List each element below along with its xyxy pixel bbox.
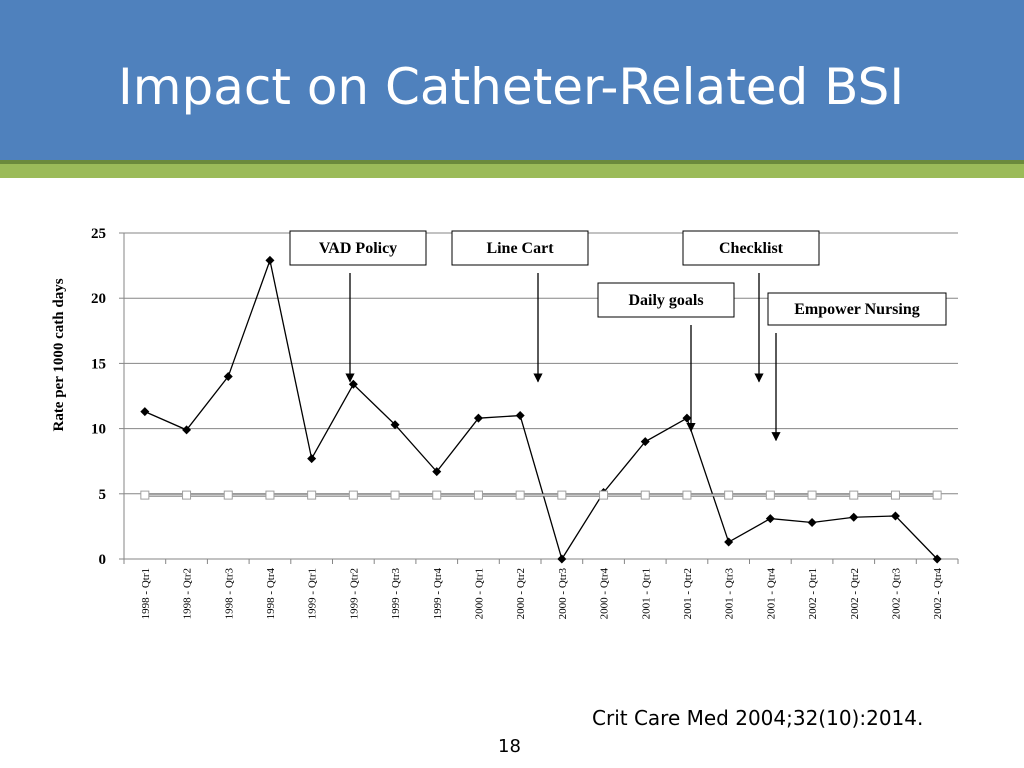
- rate-point: [515, 411, 525, 421]
- y-tick-label: 25: [91, 226, 106, 242]
- rate-series-line: [144, 258, 938, 561]
- rate-point: [765, 514, 775, 524]
- annotation-box: [451, 230, 589, 266]
- annotation-label: Daily goals: [628, 292, 703, 309]
- x-tick-label: 2000 - Qtr1: [473, 568, 485, 619]
- baseline-point: [390, 490, 400, 500]
- annotation-label: VAD Policy: [319, 240, 397, 257]
- rate-point: [265, 255, 275, 265]
- baseline-point: [223, 490, 233, 500]
- rate-point: [432, 467, 442, 477]
- y-tick-label: 20: [91, 291, 106, 307]
- rate-point: [390, 420, 400, 430]
- rate-point: [682, 413, 692, 423]
- annotation-label: Checklist: [719, 240, 784, 257]
- baseline-point: [557, 490, 567, 500]
- x-tick-label: 2002 - Qtr2: [849, 568, 861, 619]
- x-tick-label: 2001 - Qtr2: [682, 568, 694, 619]
- rate-point: [724, 537, 734, 547]
- baseline-point: [515, 490, 525, 500]
- x-tick-label: 2000 - Qtr4: [599, 568, 611, 620]
- rate-point: [640, 437, 650, 447]
- baseline-point: [724, 490, 734, 500]
- x-tick-label: 1999 - Qtr1: [307, 568, 319, 619]
- rate-point: [932, 554, 942, 564]
- annotation-box: [767, 292, 947, 326]
- baseline-point: [932, 490, 942, 500]
- accent-bar: [0, 164, 1024, 178]
- baseline-point: [432, 490, 442, 500]
- baseline-point: [807, 490, 817, 500]
- x-tick-label: 2000 - Qtr3: [557, 568, 569, 620]
- baseline-point: [682, 490, 692, 500]
- y-axis-label: Rate per 1000 cath days: [51, 278, 67, 431]
- rate-point: [849, 512, 859, 522]
- rate-point: [557, 554, 567, 564]
- citation: Crit Care Med 2004;32(10):2014.: [592, 706, 924, 730]
- baseline-point: [849, 490, 859, 500]
- x-tick-label: 2001 - Qtr4: [765, 568, 777, 620]
- x-tick-label: 1999 - Qtr3: [390, 568, 402, 620]
- rate-point: [223, 371, 233, 381]
- baseline-point: [265, 490, 275, 500]
- annotation-box: [289, 230, 427, 266]
- annotation-box: [597, 282, 735, 318]
- baseline-point: [599, 490, 609, 500]
- x-tick-label: 2002 - Qtr3: [890, 568, 902, 620]
- x-tick-label: 2002 - Qtr4: [932, 568, 944, 620]
- rate-point: [473, 413, 483, 423]
- baseline-point: [473, 490, 483, 500]
- x-tick-label: 1998 - Qtr3: [223, 568, 235, 620]
- y-tick-label: 10: [91, 422, 106, 438]
- rate-point: [182, 425, 192, 435]
- baseline-point: [140, 490, 150, 500]
- x-tick-label: 2000 - Qtr2: [515, 568, 527, 619]
- annotation-box: [682, 230, 820, 266]
- baseline-point: [890, 490, 900, 500]
- baseline-point: [348, 490, 358, 500]
- y-tick-label: 0: [99, 552, 107, 568]
- rate-point: [807, 517, 817, 527]
- annotation-label: Line Cart: [486, 240, 554, 257]
- page-number: 18: [498, 736, 521, 757]
- y-tick-label: 15: [91, 356, 106, 372]
- rate-point: [890, 511, 900, 521]
- slide-title: Impact on Catheter-Related BSI: [118, 58, 905, 116]
- baseline-point: [765, 490, 775, 500]
- title-bar: Impact on Catheter-Related BSI: [0, 0, 1024, 160]
- header-divider: [0, 160, 1024, 164]
- y-tick-label: 5: [99, 487, 107, 503]
- baseline-point: [307, 490, 317, 500]
- x-tick-label: 1999 - Qtr4: [432, 568, 444, 620]
- rate-point: [140, 407, 150, 417]
- x-tick-label: 1998 - Qtr2: [182, 568, 194, 619]
- rate-point: [307, 454, 317, 464]
- x-tick-label: 2002 - Qtr1: [807, 568, 819, 619]
- annotation-label: Empower Nursing: [794, 301, 920, 318]
- x-tick-label: 2001 - Qtr1: [640, 568, 652, 619]
- x-tick-label: 2001 - Qtr3: [724, 568, 736, 620]
- x-tick-label: 1998 - Qtr1: [140, 568, 152, 619]
- baseline-point: [640, 490, 650, 500]
- baseline-point: [182, 490, 192, 500]
- x-tick-label: 1998 - Qtr4: [265, 568, 277, 620]
- x-tick-label: 1999 - Qtr2: [348, 568, 360, 619]
